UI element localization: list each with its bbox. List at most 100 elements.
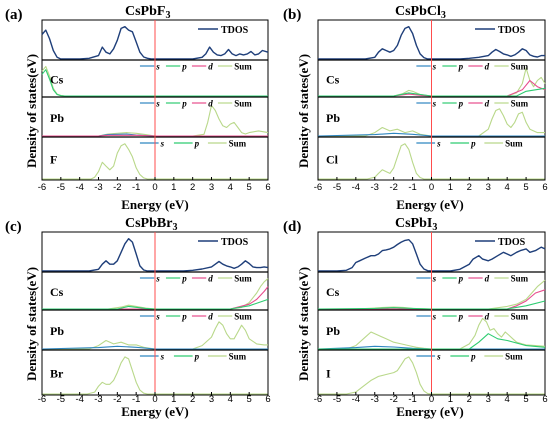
x-tick-label: -5 (57, 182, 65, 193)
panel-a-ylabel: Density of states(eV) (24, 54, 39, 168)
element-label: Br (50, 367, 64, 381)
series-line-tdos (42, 237, 269, 272)
x-tick-label: 3 (209, 394, 214, 405)
panel-c-title: CsPbBr3 (125, 216, 177, 233)
x-tick-label: 5 (523, 394, 528, 405)
x-tick-label: 3 (486, 394, 491, 405)
x-tick-label: -2 (389, 394, 397, 405)
legend-label-p: p (470, 139, 476, 149)
x-tick-label: -6 (38, 182, 46, 193)
series-line-p (318, 333, 546, 350)
x-tick-label: 5 (247, 394, 252, 405)
panel-b-label: (b) (283, 7, 301, 23)
series-line-p (42, 298, 269, 310)
x-tick-label: 0 (429, 394, 434, 405)
x-tick-label: -4 (352, 394, 360, 405)
legend-label-d: d (208, 62, 213, 72)
x-tick-label: 1 (448, 394, 453, 405)
x-tick-label: -1 (132, 182, 140, 193)
legend-label-sum: Sum (511, 99, 529, 109)
panel-c-ylabel: Density of states(eV) (24, 267, 39, 381)
x-tick-label: 6 (542, 182, 547, 193)
legend-label-p: p (181, 62, 187, 72)
x-tick-label: 1 (448, 182, 453, 193)
series-line-tdos (318, 26, 545, 60)
legend-label-d: d (208, 312, 213, 322)
panel-d-label: (d) (283, 219, 301, 235)
x-tick-label: -1 (408, 182, 416, 193)
legend-label-d: d (485, 62, 490, 72)
legend-label-s: s (436, 139, 441, 149)
x-tick-label: -3 (371, 394, 379, 405)
series-line-tdos (41, 26, 269, 60)
panel-d-title: CsPbI3 (395, 216, 437, 233)
panel-b-ylabel: Density of states(eV) (296, 54, 311, 168)
series-line-s (317, 132, 545, 137)
element-label: Cs (50, 73, 64, 87)
panel-c-label: (c) (5, 219, 22, 235)
x-tick-label: -3 (94, 182, 102, 193)
x-tick-label: 4 (228, 182, 233, 193)
x-tick-label: 4 (505, 182, 510, 193)
x-tick-label: 0 (152, 394, 157, 405)
x-tick-label: 0 (429, 182, 434, 193)
series-line-d (42, 134, 268, 137)
legend-label-s: s (432, 274, 437, 284)
panel-a-plots: TDOS Cs s p d Sum Pb s p d Sum Fs p Sum -6 -5 -4 -3 -2 -1 0 1… (38, 19, 271, 193)
legend-tdos-label: TDOS (498, 237, 526, 248)
legend-label-s: s (160, 139, 165, 149)
x-tick-label: 0 (152, 182, 157, 193)
panel-c: (c) CsPbBr3 TDOS Cs s p d Sum Pb s p d Sum Br s p Sum -… (5, 216, 271, 419)
element-label: Cs (326, 285, 340, 299)
panel-c-plots: TDOS Cs s p d Sum Pb s p d Sum Br s p Sum -6 -5 -4 -3 -2 -1 0… (38, 231, 271, 405)
series-line-sum (42, 143, 268, 180)
legend-tdos-label: TDOS (498, 25, 526, 36)
series-line-sum (318, 317, 546, 350)
x-tick-label: 1 (171, 394, 176, 405)
series-line-tdos (318, 238, 546, 272)
element-label: Pb (326, 111, 340, 125)
element-label: Cs (50, 285, 64, 299)
legend-label-s: s (155, 312, 160, 322)
series-line-sum (42, 104, 269, 137)
legend-label-p: p (458, 312, 464, 322)
panel-a-title: CsPbF3 (125, 4, 170, 21)
panel-c-xlabel: Energy (eV) (121, 404, 189, 419)
panel-b-plots: TDOS Cs s p d Sum Pb s p d Sum Cl s p Sum -6 -5 -4 -3 -2 -1 0… (314, 19, 548, 193)
series-line-p (317, 300, 546, 310)
panel-b-title: CsPbCl3 (395, 4, 446, 21)
legend-label-sum: Sum (511, 274, 529, 284)
x-tick-label: -4 (352, 182, 360, 193)
x-tick-label: -2 (389, 182, 397, 193)
series-line-p (318, 87, 546, 97)
legend-label-d: d (208, 99, 213, 109)
panel-a-xlabel: Energy (eV) (121, 197, 189, 212)
element-label: Pb (50, 324, 64, 338)
x-tick-label: -1 (132, 394, 140, 405)
x-tick-label: -3 (371, 182, 379, 193)
element-label: Cl (326, 153, 339, 167)
legend-label-sum: Sum (511, 62, 529, 72)
x-tick-label: 6 (542, 394, 547, 405)
series-line-sum (318, 143, 545, 180)
x-tick-label: -2 (113, 394, 121, 405)
x-tick-label: -3 (94, 394, 102, 405)
panel-d-plots: TDOS Cs s p d Sum Pb s p d Sum Is p Sum -6 -5 -4 -3 -2 -1 0 1… (314, 231, 548, 405)
legend-label-s: s (432, 62, 437, 72)
series-line-sum (318, 108, 545, 137)
legend-label-p: p (458, 99, 464, 109)
series-line-p (41, 69, 268, 97)
legend-label-sum: Sum (234, 312, 252, 322)
legend-tdos-label: TDOS (221, 237, 249, 248)
legend-label-sum: Sum (229, 139, 247, 149)
x-tick-label: -2 (113, 182, 121, 193)
legend-label-p: p (181, 312, 187, 322)
element-label: Pb (326, 324, 340, 338)
x-tick-label: 5 (247, 182, 252, 193)
series-line-sum (42, 356, 268, 395)
panel-b-xlabel: Energy (eV) (396, 197, 464, 212)
legend-label-d: d (208, 274, 213, 284)
x-tick-label: 2 (467, 182, 472, 193)
legend-label-s: s (436, 352, 441, 362)
